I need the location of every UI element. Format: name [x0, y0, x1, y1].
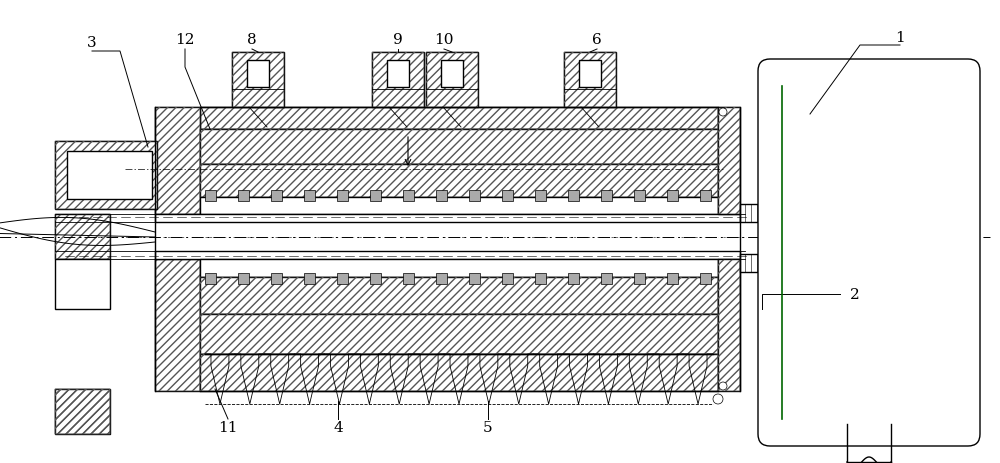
Polygon shape: [200, 354, 718, 391]
Bar: [238, 191, 249, 201]
Bar: [205, 191, 216, 201]
Bar: [238, 274, 249, 284]
Bar: [634, 274, 645, 284]
Polygon shape: [718, 259, 740, 391]
Circle shape: [713, 394, 723, 404]
Circle shape: [719, 382, 727, 390]
Polygon shape: [200, 259, 718, 277]
Text: 4: 4: [333, 420, 343, 434]
Polygon shape: [200, 277, 718, 314]
Polygon shape: [372, 53, 424, 108]
Bar: [667, 274, 678, 284]
Text: 10: 10: [434, 33, 454, 47]
Polygon shape: [387, 61, 409, 88]
Text: 2: 2: [850, 288, 860, 301]
Bar: [700, 274, 711, 284]
Text: 8: 8: [247, 33, 257, 47]
Polygon shape: [200, 165, 718, 198]
FancyBboxPatch shape: [758, 60, 980, 446]
Bar: [337, 274, 348, 284]
Text: 5: 5: [483, 420, 493, 434]
Bar: [568, 191, 579, 201]
Polygon shape: [740, 255, 762, 272]
Bar: [601, 191, 612, 201]
Bar: [271, 191, 282, 201]
Polygon shape: [67, 152, 152, 200]
Bar: [403, 274, 414, 284]
Polygon shape: [155, 259, 200, 391]
Bar: [535, 274, 546, 284]
Bar: [436, 274, 447, 284]
Text: 12: 12: [175, 33, 195, 47]
Bar: [502, 191, 513, 201]
Bar: [304, 274, 315, 284]
Polygon shape: [426, 53, 478, 108]
Bar: [502, 274, 513, 284]
Text: 6: 6: [592, 33, 602, 47]
Bar: [568, 274, 579, 284]
Text: 9: 9: [393, 33, 403, 47]
Bar: [370, 191, 381, 201]
Polygon shape: [200, 130, 718, 165]
Bar: [271, 274, 282, 284]
Bar: [436, 191, 447, 201]
Text: 1: 1: [895, 31, 905, 45]
Polygon shape: [564, 53, 616, 108]
Bar: [205, 274, 216, 284]
Polygon shape: [232, 53, 284, 108]
Polygon shape: [155, 214, 740, 223]
Polygon shape: [579, 61, 601, 88]
Polygon shape: [155, 251, 740, 259]
Bar: [469, 274, 480, 284]
Polygon shape: [740, 205, 762, 223]
Polygon shape: [55, 259, 110, 309]
Bar: [667, 191, 678, 201]
Polygon shape: [200, 198, 718, 214]
Polygon shape: [200, 314, 718, 354]
Bar: [304, 191, 315, 201]
Bar: [469, 191, 480, 201]
Bar: [370, 274, 381, 284]
Polygon shape: [55, 389, 110, 434]
Polygon shape: [55, 142, 157, 210]
Bar: [634, 191, 645, 201]
Bar: [337, 191, 348, 201]
Bar: [700, 191, 711, 201]
Text: 11: 11: [218, 420, 238, 434]
Text: 3: 3: [87, 36, 97, 50]
Polygon shape: [155, 108, 200, 214]
Polygon shape: [247, 61, 269, 88]
Bar: [403, 191, 414, 201]
Circle shape: [719, 109, 727, 117]
Polygon shape: [718, 108, 740, 214]
Bar: [535, 191, 546, 201]
Polygon shape: [200, 108, 718, 130]
Polygon shape: [55, 214, 110, 259]
Bar: [601, 274, 612, 284]
Polygon shape: [441, 61, 463, 88]
